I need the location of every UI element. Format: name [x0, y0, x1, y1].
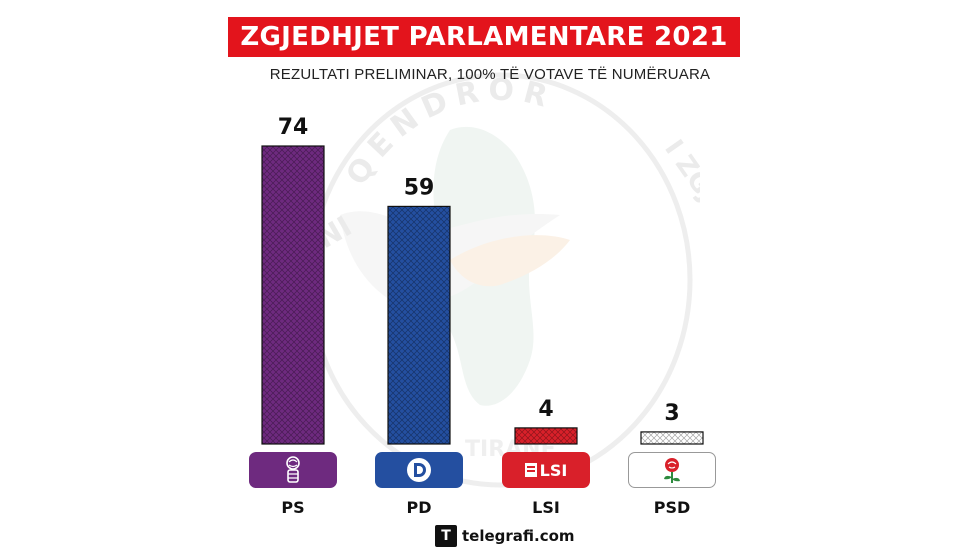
- value-label-lsi: 4: [538, 397, 553, 422]
- hand-shape: [450, 235, 570, 287]
- lsi-flag-icon: [524, 463, 537, 477]
- bar-texture-psd: [641, 431, 703, 444]
- category-label-ps: PS: [281, 498, 304, 517]
- value-label-pd: 59: [404, 175, 435, 200]
- pd-d-icon: [407, 458, 431, 482]
- bar-texture-pd: [388, 206, 450, 444]
- bar-texture-lsi: [515, 427, 577, 444]
- chart-title-text: ZGJEDHJET PARLAMENTARE 2021: [240, 22, 728, 52]
- category-label-lsi: LSI: [532, 498, 560, 517]
- logo-psd: [628, 452, 716, 488]
- rose-fist-icon: [286, 456, 300, 483]
- value-label-psd: 3: [664, 401, 679, 426]
- logo-ps: [249, 452, 337, 488]
- logo-lsi: LSI: [502, 452, 590, 488]
- footer-text: telegrafi.com: [462, 527, 575, 545]
- rose-icon: [664, 458, 680, 483]
- chart-subtitle: REZULTATI PRELIMINAR, 100% TË VOTAVE TË …: [269, 66, 711, 83]
- chart-title: ZGJEDHJET PARLAMENTARE 2021: [228, 17, 740, 57]
- bar-texture-ps: [262, 146, 324, 444]
- value-label-ps: 74: [278, 115, 309, 140]
- footer-brand: T telegrafi.com: [435, 524, 575, 548]
- telegrafi-logo-icon: T: [435, 525, 457, 547]
- category-label-pd: PD: [406, 498, 431, 517]
- category-label-psd: PSD: [654, 498, 691, 517]
- lsi-logo-text: LSI: [539, 460, 568, 480]
- logo-pd: [375, 452, 463, 488]
